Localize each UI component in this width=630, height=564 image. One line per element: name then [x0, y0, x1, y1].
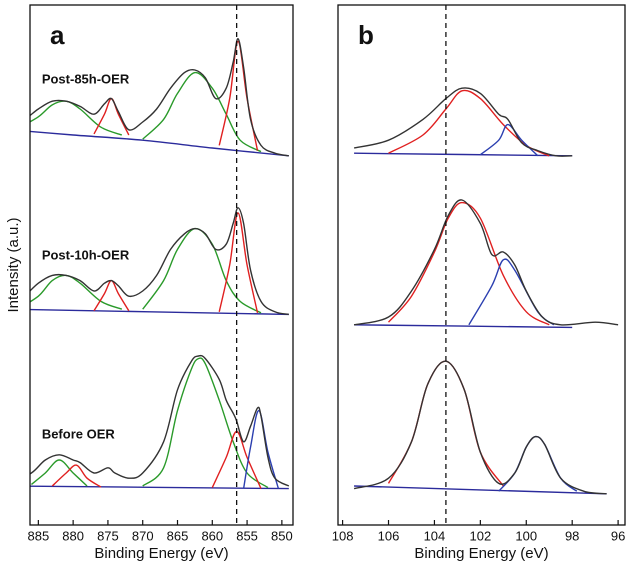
- spectrum-curve: [354, 152, 573, 157]
- x-tick-label: 860: [201, 528, 223, 543]
- x-axis-label: Binding Energy (eV): [414, 545, 548, 562]
- x-tick-label: 100: [515, 528, 537, 543]
- panel: 108 106 104 102 100 98 96 Binding Energy (eV) b: [332, 4, 626, 562]
- x-tick-label: 850: [271, 528, 293, 543]
- x-tick-label: 104: [424, 528, 446, 543]
- panel-label: b: [358, 20, 374, 50]
- spectrum-curve: [30, 274, 123, 310]
- x-tick-label: 875: [97, 528, 119, 543]
- spectrum-label: Post-85h-OER: [42, 71, 130, 86]
- x-tick-label: 880: [62, 528, 84, 543]
- spectrum-curve: [242, 409, 280, 489]
- spectrum-curve: [479, 123, 539, 157]
- spectrum-curve: [218, 212, 259, 313]
- spectrum-curve: [387, 201, 550, 326]
- spectrum-curve: [30, 130, 289, 157]
- panel: 885 880 875 870 865 860 855 850 Binding Energy (…: [5, 4, 294, 562]
- x-tick-label: 870: [132, 528, 154, 543]
- x-tick-label: 96: [611, 528, 625, 543]
- plot-area: [353, 5, 619, 525]
- x-tick-label: 885: [27, 528, 49, 543]
- spectrum-curve: [30, 100, 123, 136]
- spectrum-curve: [353, 360, 607, 495]
- x-tick-label: 106: [378, 528, 400, 543]
- x-tick-label: 855: [236, 528, 258, 543]
- plot-area: [30, 5, 290, 525]
- spectrum-curve: [388, 89, 550, 157]
- x-tick-label: 108: [332, 528, 354, 543]
- spectrum-curve: [30, 485, 289, 490]
- x-tick-label: 102: [470, 528, 492, 543]
- spectrum-curve: [353, 199, 619, 326]
- spectrum-curve: [353, 87, 573, 157]
- spectrum-curve: [30, 308, 289, 316]
- spectrum-curve: [51, 464, 102, 488]
- spectrum-curve: [354, 485, 607, 495]
- spectrum-label: Post-10h-OER: [42, 248, 130, 263]
- spectrum-label: Before OER: [42, 426, 116, 441]
- spectrum-curve: [30, 354, 290, 487]
- spectrum-curve: [30, 459, 88, 487]
- spectrum-curve: [142, 71, 262, 153]
- y-axis-label: Intensity (a.u.): [5, 217, 22, 312]
- x-axis-label: Binding Energy (eV): [94, 545, 228, 562]
- spectrum-curve: [218, 40, 259, 151]
- x-tick-label: 865: [167, 528, 189, 543]
- spectrum-curve: [30, 38, 289, 157]
- x-tick-label: 98: [565, 528, 579, 543]
- spectrum-curve: [354, 324, 573, 329]
- spectrum-curve: [30, 207, 289, 316]
- axes-frame: [337, 4, 626, 526]
- spectrum-curve: [93, 97, 130, 136]
- axes-frame: [29, 4, 294, 526]
- spectrum-curve: [142, 357, 269, 489]
- panel-label: a: [50, 20, 65, 50]
